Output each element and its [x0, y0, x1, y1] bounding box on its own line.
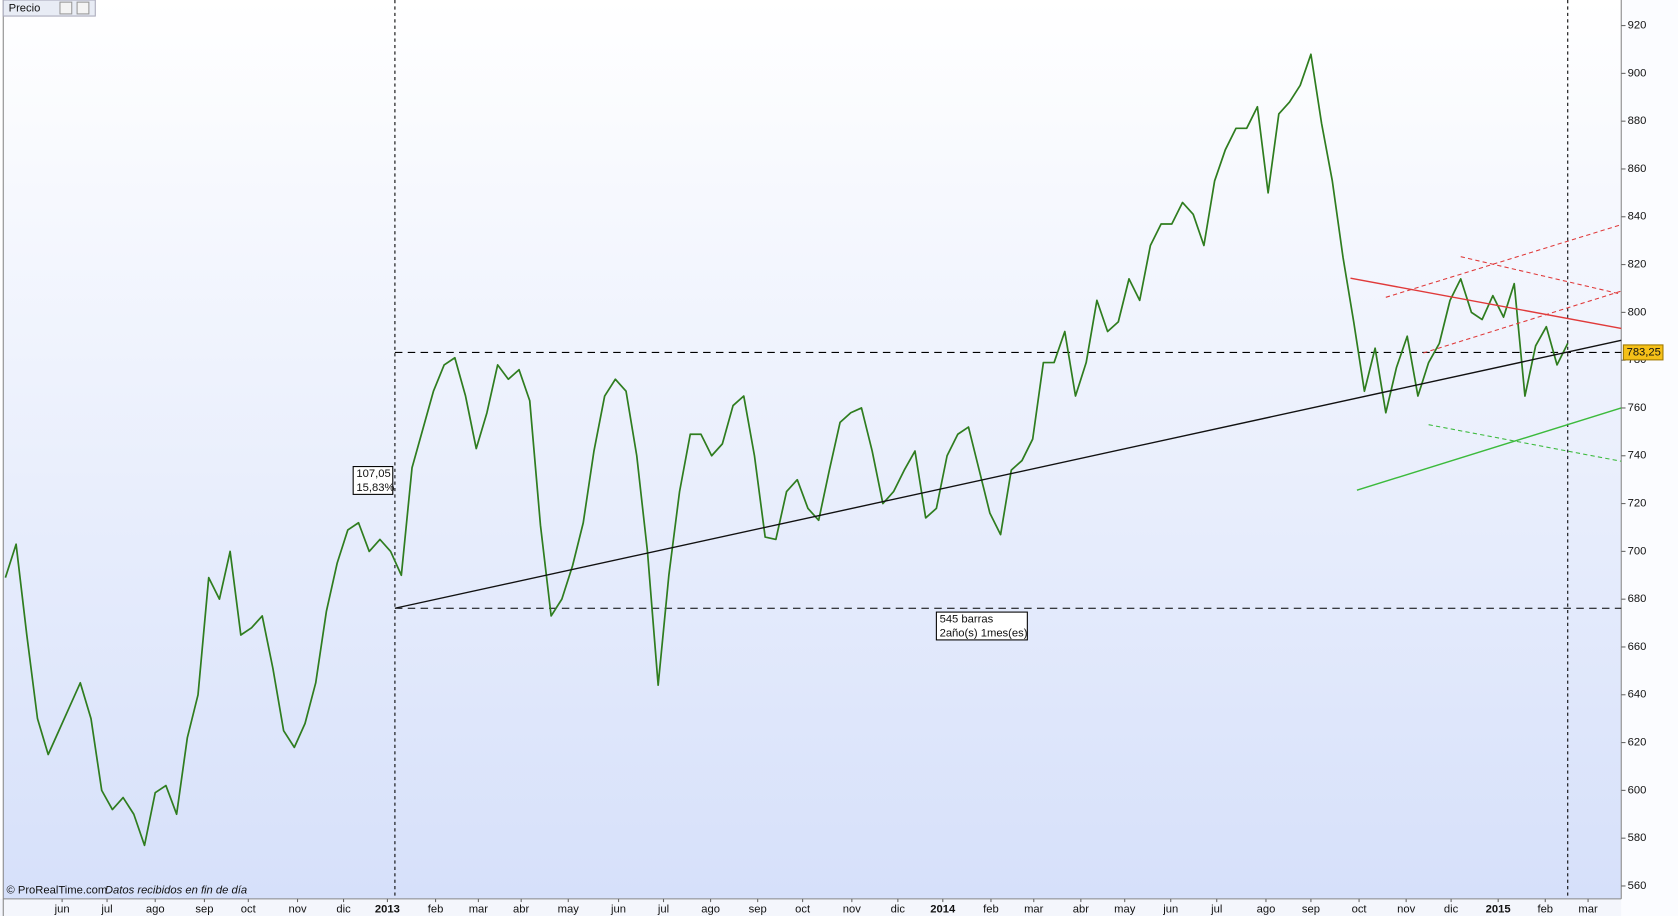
- trend-line: [1385, 224, 1622, 298]
- x-tick-label: may: [1114, 904, 1136, 916]
- y-tick-label: 600: [1628, 784, 1647, 796]
- x-tick-label: jun: [1162, 904, 1178, 916]
- x-tick-label: dic: [891, 904, 906, 916]
- x-tick-label: abr: [513, 904, 529, 916]
- x-tick-label: jun: [610, 904, 626, 916]
- plot-background: [3, 0, 1622, 899]
- y-tick-label: 680: [1628, 593, 1647, 605]
- x-tick-label: jul: [657, 904, 669, 916]
- x-tick-label: mar: [469, 904, 489, 916]
- measure-box: [352, 466, 394, 495]
- x-tick-label: oct: [795, 904, 811, 916]
- x-tick-label: sep: [195, 904, 213, 916]
- x-tick-label: oct: [241, 904, 257, 916]
- x-tick-label: mar: [1578, 904, 1598, 916]
- y-tick-label: 880: [1628, 115, 1647, 127]
- y-tick-label: 840: [1628, 211, 1647, 223]
- x-axis-background: [0, 898, 1622, 916]
- trend-line: [1460, 256, 1622, 295]
- price-line: [4, 53, 1569, 847]
- x-tick-label: nov: [1397, 904, 1415, 916]
- y-tick-label: 580: [1628, 832, 1647, 844]
- y-tick-label: 660: [1628, 641, 1647, 653]
- footer-text: © ProRealTime.com: [6, 884, 107, 896]
- x-tick-label: 2014: [930, 904, 956, 916]
- trend-line: [394, 339, 1622, 609]
- y-tick-label: 800: [1628, 306, 1647, 318]
- price-tag-label: 783,25: [1627, 346, 1661, 358]
- x-tick-label: jul: [1210, 904, 1222, 916]
- x-tick-label: dic: [336, 904, 351, 916]
- y-tick-label: 760: [1628, 402, 1647, 414]
- y-tick-label: 720: [1628, 498, 1647, 510]
- trend-line: [1428, 424, 1622, 462]
- y-tick-label: 560: [1628, 880, 1647, 892]
- x-tick-label: jun: [54, 904, 70, 916]
- measure-duration: 2año(s) 1mes(es): [940, 627, 1028, 639]
- y-tick-label: 740: [1628, 450, 1647, 462]
- zoom-button[interactable]: [76, 1, 90, 15]
- measure-bars: 545 barras: [940, 614, 994, 626]
- x-tick-label: ago: [1257, 904, 1276, 916]
- x-tick-label: abr: [1073, 904, 1089, 916]
- measure-difference: 107,05: [356, 468, 390, 480]
- x-tick-label: sep: [749, 904, 767, 916]
- y-axis-background: [1621, 0, 1678, 916]
- panel-title: Precio: [9, 3, 41, 15]
- x-tick-label: ago: [146, 904, 165, 916]
- measure-box: [935, 611, 1028, 641]
- zoom-button[interactable]: [59, 1, 73, 15]
- x-tick-label: jul: [100, 904, 112, 916]
- x-tick-label: feb: [983, 904, 999, 916]
- x-tick-label: sep: [1302, 904, 1320, 916]
- x-tick-label: 2015: [1486, 904, 1511, 916]
- footer: © ProRealTime.com Datos recibidos en fin…: [6, 884, 247, 896]
- y-tick-label: 620: [1628, 737, 1647, 749]
- trend-line: [1423, 290, 1622, 354]
- x-tick-label: oct: [1352, 904, 1368, 916]
- y-tick-label: 700: [1628, 545, 1647, 557]
- x-tick-label: 2013: [375, 904, 400, 916]
- x-tick-label: nov: [843, 904, 861, 916]
- x-tick-label: may: [558, 904, 580, 916]
- measure-percent: 15,83%: [356, 482, 394, 494]
- y-tick-label: 860: [1628, 163, 1647, 175]
- footer-note: Datos recibidos en fin de día: [105, 884, 247, 896]
- y-tick-label: 640: [1628, 689, 1647, 701]
- x-tick-label: nov: [288, 904, 306, 916]
- x-tick-label: feb: [1537, 904, 1553, 916]
- y-tick-label: 900: [1628, 67, 1647, 79]
- x-tick-label: mar: [1024, 904, 1044, 916]
- trend-line: [1350, 277, 1622, 330]
- price-tag: [1622, 344, 1664, 361]
- y-tick-label: 820: [1628, 259, 1647, 271]
- x-tick-label: dic: [1444, 904, 1459, 916]
- trend-line: [1356, 407, 1622, 491]
- y-tick-label: 920: [1628, 20, 1647, 32]
- x-tick-label: ago: [701, 904, 720, 916]
- x-tick-label: feb: [428, 904, 444, 916]
